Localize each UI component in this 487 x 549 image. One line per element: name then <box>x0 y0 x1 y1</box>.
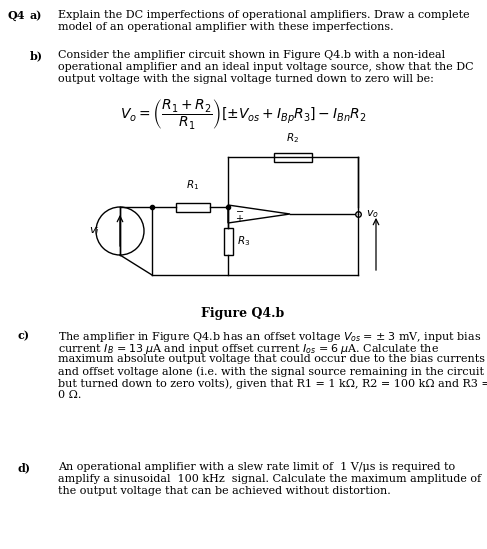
Text: output voltage with the signal voltage turned down to zero will be:: output voltage with the signal voltage t… <box>58 74 434 84</box>
Text: $R_1$: $R_1$ <box>187 178 200 192</box>
Text: Q4: Q4 <box>8 10 25 21</box>
Text: amplify a sinusoidal  100 kHz  signal. Calculate the maximum amplitude of: amplify a sinusoidal 100 kHz signal. Cal… <box>58 474 481 484</box>
Text: $R_2$: $R_2$ <box>286 131 300 145</box>
Text: and offset voltage alone (i.e. with the signal source remaining in the circuit: and offset voltage alone (i.e. with the … <box>58 366 484 377</box>
Text: Figure Q4.b: Figure Q4.b <box>202 307 284 320</box>
Text: 0 Ω.: 0 Ω. <box>58 390 81 400</box>
Text: current $I_B\, = 13\;\mu$A and input offset current $I_{os}\, = 6\;\mu$A. Calcul: current $I_B\, = 13\;\mu$A and input off… <box>58 342 439 356</box>
Text: $v_o$: $v_o$ <box>366 208 379 220</box>
Text: operational amplifier and an ideal input voltage source, show that the DC: operational amplifier and an ideal input… <box>58 62 474 72</box>
FancyBboxPatch shape <box>176 203 210 211</box>
Text: but turned down to zero volts), given that R1 = 1 kΩ, R2 = 100 kΩ and R3 =: but turned down to zero volts), given th… <box>58 378 487 389</box>
Text: $V_o = \left(\dfrac{R_1 + R_2}{R_1}\right)\left[\pm V_{os} + I_{Bp}R_3\right] - : $V_o = \left(\dfrac{R_1 + R_2}{R_1}\righ… <box>120 97 366 131</box>
Text: maximum absolute output voltage that could occur due to the bias currents: maximum absolute output voltage that cou… <box>58 354 485 364</box>
Circle shape <box>96 207 144 255</box>
Text: d): d) <box>18 462 31 473</box>
Text: a): a) <box>30 10 42 21</box>
FancyBboxPatch shape <box>224 228 232 255</box>
Text: Explain the DC imperfections of operational amplifiers. Draw a complete: Explain the DC imperfections of operatio… <box>58 10 469 20</box>
Text: $-$: $-$ <box>235 205 244 215</box>
Text: model of an operational amplifier with these imperfections.: model of an operational amplifier with t… <box>58 22 393 32</box>
Polygon shape <box>228 205 290 223</box>
Text: the output voltage that can be achieved without distortion.: the output voltage that can be achieved … <box>58 486 391 496</box>
Text: c): c) <box>18 330 30 341</box>
Text: b): b) <box>30 50 43 61</box>
Text: The amplifier in Figure Q4.b has an offset voltage $V_{os} = \pm 3$ mV, input bi: The amplifier in Figure Q4.b has an offs… <box>58 330 481 344</box>
FancyBboxPatch shape <box>274 153 312 161</box>
Text: $v_i$: $v_i$ <box>89 225 100 237</box>
Text: $+$: $+$ <box>235 212 244 223</box>
Text: Consider the amplifier circuit shown in Figure Q4.b with a non-ideal: Consider the amplifier circuit shown in … <box>58 50 445 60</box>
Text: An operational amplifier with a slew rate limit of  1 V/μs is required to: An operational amplifier with a slew rat… <box>58 462 455 472</box>
Text: $R_3$: $R_3$ <box>237 234 250 248</box>
